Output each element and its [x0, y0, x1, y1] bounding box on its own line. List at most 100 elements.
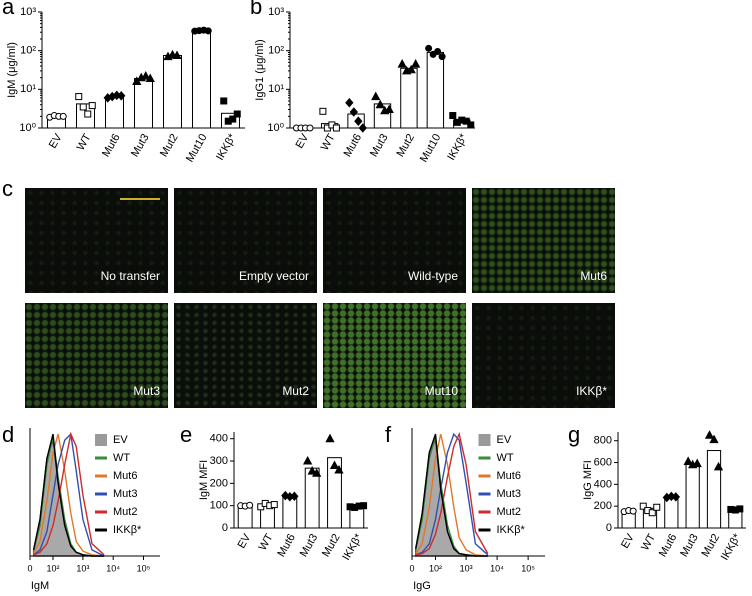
data-point	[307, 466, 317, 475]
y-tick-label: 800	[594, 435, 612, 447]
legend-swatch	[478, 456, 491, 460]
y-tick-label: 600	[594, 456, 612, 468]
x-tick-label: WT	[75, 132, 94, 153]
y-tick-label: 10³	[20, 6, 36, 18]
y-tick-label: 400	[594, 478, 612, 490]
data-point	[332, 124, 340, 132]
data-point	[653, 503, 661, 511]
x-axis-label: IgG	[413, 580, 431, 592]
x-tick-label: 10³	[76, 563, 89, 573]
legend-label: Mut3	[497, 488, 521, 500]
x-tick-label: IKKβ*	[445, 131, 470, 162]
y-tick-label: 10¹	[20, 83, 36, 95]
x-tick-label: WT	[257, 532, 276, 553]
bar	[327, 457, 342, 529]
data-point	[425, 44, 433, 52]
y-axis-label: IgG MFI	[582, 460, 594, 500]
x-tick-label: Mut3	[368, 132, 391, 159]
data-point	[704, 430, 715, 439]
legend-label: Mut6	[497, 470, 521, 482]
histogram-curve	[33, 432, 105, 557]
data-point	[204, 27, 212, 35]
tile-label: Wild-type	[407, 269, 458, 283]
y-tick-label: 0	[222, 522, 228, 534]
data-point	[229, 115, 237, 123]
image-tile: Mut2	[174, 303, 317, 408]
legend-swatch	[478, 434, 491, 446]
panel-letter: c	[2, 176, 13, 201]
x-tick-label: Mut2	[320, 532, 343, 559]
y-axis-label: IgM (μg/ml)	[6, 42, 18, 98]
histogram-curve	[32, 433, 105, 557]
data-point	[375, 99, 385, 109]
data-point	[75, 93, 83, 101]
data-point	[354, 116, 363, 126]
x-tick-label: 10⁴	[490, 563, 504, 573]
histogram-curve	[32, 433, 105, 557]
data-point	[312, 468, 322, 477]
legend-label: Mut2	[497, 506, 521, 518]
legend-swatch	[478, 474, 491, 478]
legend-swatch	[95, 434, 107, 446]
x-axis-label: IgM	[31, 580, 49, 592]
x-tick-label: EV	[47, 131, 65, 150]
y-tick-label: 0	[606, 522, 612, 534]
data-point	[145, 73, 155, 83]
data-point	[411, 59, 421, 68]
x-tick-label: Mut3	[298, 532, 321, 559]
legend-swatch	[95, 528, 107, 532]
data-point	[79, 103, 87, 111]
y-tick-label: 200	[594, 500, 612, 512]
image-tile: Mut6	[472, 188, 615, 293]
panel-letter: g	[568, 422, 580, 447]
data-point	[270, 501, 278, 509]
panel-letter: b	[250, 0, 262, 19]
legend-swatch	[95, 492, 107, 496]
x-tick-label: 10²	[46, 563, 59, 573]
legend-label: EV	[497, 434, 512, 446]
bar	[134, 78, 153, 129]
panel-letter: f	[385, 422, 392, 447]
data-point	[736, 505, 744, 513]
x-tick-label: Mut10	[184, 132, 210, 164]
data-point	[467, 121, 475, 129]
data-point	[306, 124, 314, 132]
y-tick-label: 10³	[268, 6, 284, 18]
panel-letter: a	[2, 0, 15, 19]
bar	[400, 67, 418, 129]
image-tile: Mut3	[25, 303, 168, 408]
legend-label: Mut2	[113, 506, 137, 518]
y-axis-label: IgM MFI	[198, 460, 210, 500]
y-tick-label: 300	[210, 455, 228, 467]
legend-label: IKKβ*	[113, 524, 142, 536]
legend-label: WT	[497, 452, 514, 464]
data-point	[384, 104, 394, 114]
data-point	[325, 433, 335, 443]
data-point	[334, 464, 344, 474]
x-tick-label: Mut6	[275, 532, 298, 559]
legend-swatch	[95, 510, 107, 514]
tile-label: Mut2	[282, 384, 309, 398]
data-point	[84, 110, 92, 118]
x-tick-label: 10²	[429, 563, 442, 573]
image-tile: No transfer	[25, 188, 168, 293]
data-point	[671, 492, 680, 502]
data-point	[233, 110, 241, 118]
x-tick-label: 10⁴	[106, 563, 120, 573]
x-tick-label: 10⁵	[137, 563, 151, 573]
data-point	[449, 112, 457, 120]
legend-swatch	[95, 474, 107, 478]
y-tick-label: 10²	[268, 45, 284, 57]
legend-swatch	[478, 528, 491, 532]
tile-label: Empty vector	[238, 269, 309, 283]
data-point	[319, 107, 327, 115]
data-point	[220, 97, 228, 105]
histogram-curve	[415, 433, 488, 557]
data-point	[406, 64, 416, 74]
data-point	[360, 502, 368, 510]
data-point	[371, 91, 381, 101]
y-tick-label: 200	[210, 477, 228, 489]
y-tick-label: 400	[210, 433, 228, 445]
data-point	[141, 71, 151, 80]
legend-label: Mut6	[113, 470, 137, 482]
